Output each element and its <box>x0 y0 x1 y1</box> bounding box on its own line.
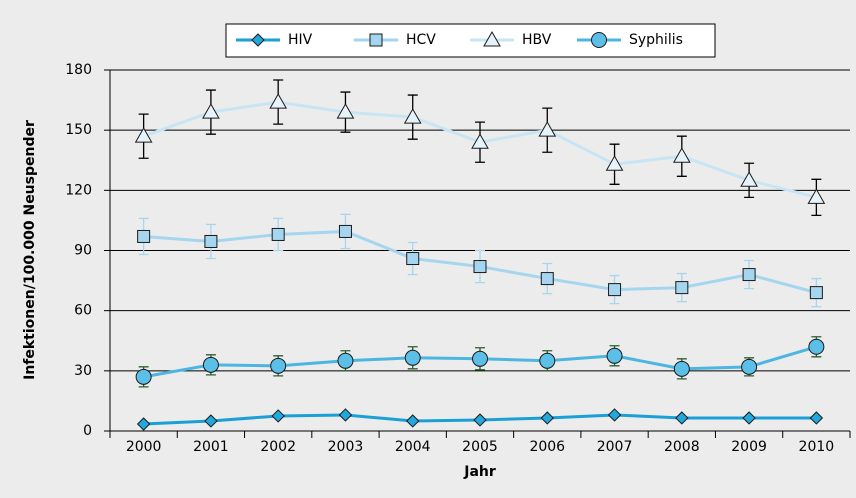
data-point <box>270 357 287 374</box>
data-point <box>673 360 690 377</box>
data-point <box>338 408 353 422</box>
data-point <box>607 408 622 422</box>
y-tick-label: 90 <box>74 243 92 259</box>
x-tick-label: 2002 <box>260 439 296 455</box>
data-point <box>337 352 354 369</box>
data-point <box>807 188 826 204</box>
data-point <box>136 417 151 431</box>
data-point <box>406 414 420 428</box>
legend-label: Syphilis <box>629 32 683 48</box>
legend-label: HIV <box>288 32 313 48</box>
data-point <box>472 350 488 367</box>
data-point <box>741 358 758 375</box>
data-point <box>473 413 487 427</box>
y-tick-label: 150 <box>65 122 92 138</box>
y-tick-label: 60 <box>74 303 92 319</box>
data-point <box>740 171 758 187</box>
y-tick-label: 0 <box>83 423 92 439</box>
x-axis-label: Jahr <box>463 464 496 480</box>
x-tick-label: 2008 <box>664 439 700 455</box>
data-point <box>338 224 352 238</box>
data-point <box>137 229 151 243</box>
data-point <box>202 103 220 119</box>
data-point <box>134 127 153 143</box>
data-point <box>271 409 285 423</box>
data-point <box>271 227 285 241</box>
data-point <box>473 260 487 274</box>
x-tick-label: 2007 <box>597 439 633 455</box>
data-point <box>202 356 219 373</box>
x-tick-label: 2010 <box>799 439 835 455</box>
data-point <box>742 268 756 282</box>
x-tick-label: 2009 <box>731 439 767 455</box>
data-point <box>742 411 756 425</box>
data-point <box>403 108 422 124</box>
y-tick-label: 180 <box>65 62 92 78</box>
x-tick-label: 2005 <box>462 439 498 455</box>
data-point <box>540 411 554 425</box>
legend-label: HCV <box>406 32 436 48</box>
legend-marker <box>483 30 501 47</box>
data-point <box>204 414 218 428</box>
legend-marker <box>369 33 383 47</box>
data-point <box>406 252 420 266</box>
y-tick-label: 120 <box>65 182 92 198</box>
data-point <box>404 349 421 366</box>
data-point <box>269 93 288 109</box>
data-point <box>675 281 689 295</box>
data-point <box>672 147 691 163</box>
data-point <box>539 352 556 369</box>
legend-label: HBV <box>522 32 552 48</box>
data-point <box>809 286 823 300</box>
x-tick-label: 2004 <box>395 439 431 455</box>
x-tick-label: 2003 <box>328 439 364 455</box>
data-point <box>606 347 623 364</box>
data-point <box>608 283 622 297</box>
x-tick-label: 2001 <box>193 439 229 455</box>
legend-marker <box>251 33 265 47</box>
data-point <box>538 121 557 137</box>
data-point <box>336 103 355 119</box>
data-point <box>471 133 489 149</box>
data-point <box>540 272 554 286</box>
data-point <box>135 368 152 385</box>
data-point <box>204 234 218 248</box>
y-tick-label: 30 <box>74 363 92 379</box>
data-point <box>675 411 689 425</box>
x-tick-label: 2000 <box>126 439 162 455</box>
data-point <box>809 411 824 425</box>
legend-marker <box>591 32 607 48</box>
x-tick-label: 2006 <box>529 439 565 455</box>
data-point <box>808 338 825 355</box>
y-axis-label: Infektionen/100.000 Neuspender <box>22 120 38 380</box>
data-point <box>605 155 624 171</box>
